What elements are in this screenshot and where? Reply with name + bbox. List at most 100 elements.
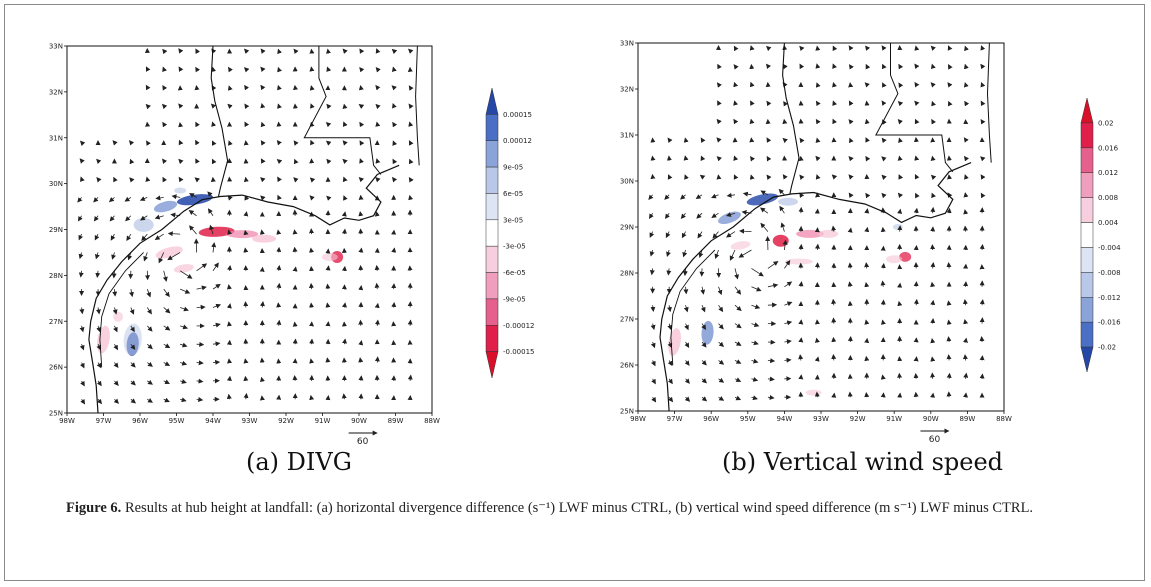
wind-vector bbox=[832, 118, 837, 125]
wind-vector bbox=[964, 100, 970, 107]
wind-vector bbox=[163, 288, 170, 298]
lon-label: 92W bbox=[278, 417, 294, 425]
lon-label: 89W bbox=[388, 417, 404, 425]
wind-vector bbox=[767, 261, 779, 269]
wind-vector bbox=[784, 320, 793, 326]
wind-vector bbox=[963, 337, 968, 343]
wind-vector bbox=[260, 195, 266, 201]
wind-vector bbox=[226, 284, 232, 290]
wind-vector bbox=[375, 84, 381, 91]
wind-vector bbox=[358, 375, 364, 381]
wind-vector bbox=[212, 262, 219, 272]
wind-vector bbox=[212, 322, 221, 328]
wind-vector bbox=[326, 66, 332, 73]
wind-vector bbox=[815, 118, 821, 125]
wind-vector bbox=[226, 393, 232, 400]
colorbar-segment bbox=[1080, 297, 1094, 323]
wind-vector bbox=[880, 262, 886, 269]
shading-blob bbox=[226, 230, 259, 239]
wind-vector bbox=[95, 270, 101, 278]
colorbar-end-bottom bbox=[1080, 346, 1094, 373]
wind-vector bbox=[930, 206, 936, 214]
wind-vector bbox=[963, 318, 969, 325]
wind-vector bbox=[211, 140, 217, 146]
wind-vector bbox=[140, 215, 148, 221]
wind-vector bbox=[751, 395, 758, 401]
wind-vector bbox=[212, 303, 222, 309]
wind-vector bbox=[915, 192, 920, 199]
wind-vector bbox=[699, 174, 706, 180]
wind-vector bbox=[277, 194, 282, 201]
wind-vector bbox=[680, 212, 686, 219]
colorbar-label: -0.02 bbox=[1098, 344, 1116, 352]
wind-vector bbox=[684, 341, 690, 349]
wind-vector bbox=[881, 137, 887, 144]
wind-vector bbox=[667, 360, 673, 367]
wind-vector bbox=[342, 121, 348, 127]
wind-vector bbox=[880, 319, 886, 325]
wind-vector bbox=[701, 378, 708, 384]
wind-vector bbox=[782, 239, 788, 251]
wind-vector bbox=[147, 325, 153, 332]
wind-vector bbox=[227, 264, 233, 271]
shading-blob bbox=[818, 229, 839, 238]
wind-vector bbox=[684, 378, 690, 384]
wind-vector bbox=[391, 48, 398, 55]
wind-vector bbox=[79, 344, 85, 351]
wind-vector bbox=[260, 84, 266, 91]
wind-vector bbox=[780, 222, 786, 232]
wind-vector bbox=[784, 339, 792, 345]
lon-label: 94W bbox=[205, 417, 221, 425]
shading-blob bbox=[778, 197, 799, 206]
wind-vector bbox=[358, 211, 364, 217]
wind-vector bbox=[701, 360, 707, 366]
wind-vector bbox=[276, 139, 282, 146]
wind-vector bbox=[718, 304, 724, 313]
wind-vector bbox=[243, 247, 249, 253]
wind-vector bbox=[815, 337, 820, 344]
wind-vector bbox=[664, 212, 670, 220]
figure-caption-label: Figure 6. bbox=[66, 500, 122, 516]
wind-vector bbox=[341, 228, 347, 235]
wind-vector bbox=[293, 177, 299, 183]
wind-vector bbox=[716, 137, 722, 143]
lat-label: 31N bbox=[620, 132, 634, 140]
lon-label: 98W bbox=[59, 417, 75, 425]
wind-vector bbox=[129, 307, 135, 315]
wind-vector bbox=[814, 243, 820, 251]
colorbar-segment bbox=[1080, 197, 1094, 223]
wind-vector bbox=[650, 305, 656, 312]
lon-label: 91W bbox=[315, 417, 331, 425]
wind-vector bbox=[167, 231, 181, 237]
wind-vector bbox=[180, 397, 187, 403]
shading-blob bbox=[174, 187, 187, 194]
colorbar-segment bbox=[1080, 122, 1094, 149]
coastline bbox=[659, 162, 972, 412]
figure-frame bbox=[4, 4, 1145, 581]
wind-vector bbox=[881, 45, 887, 51]
wind-vector bbox=[831, 225, 837, 232]
wind-vector bbox=[948, 64, 953, 70]
wind-vector bbox=[195, 48, 200, 55]
wind-vector bbox=[914, 63, 920, 70]
wind-vector bbox=[195, 121, 200, 128]
wind-vector bbox=[750, 156, 755, 162]
shading-blob bbox=[252, 234, 277, 243]
wind-vector bbox=[293, 48, 299, 55]
wind-vector bbox=[783, 100, 789, 107]
wind-vector bbox=[667, 323, 673, 331]
wind-vector bbox=[244, 48, 250, 54]
shading-blob bbox=[892, 224, 903, 230]
wind-vector bbox=[309, 195, 315, 201]
wind-vector bbox=[326, 195, 332, 201]
wind-vector bbox=[113, 343, 119, 351]
wind-vector bbox=[113, 380, 119, 386]
wind-vector bbox=[716, 156, 722, 162]
wind-vector bbox=[766, 45, 772, 52]
wind-vector bbox=[130, 398, 136, 404]
wind-vector bbox=[226, 229, 232, 235]
lat-label: 28N bbox=[620, 270, 634, 278]
wind-vector bbox=[865, 192, 871, 199]
wind-vector bbox=[666, 268, 672, 276]
lat-label: 32N bbox=[49, 88, 63, 96]
